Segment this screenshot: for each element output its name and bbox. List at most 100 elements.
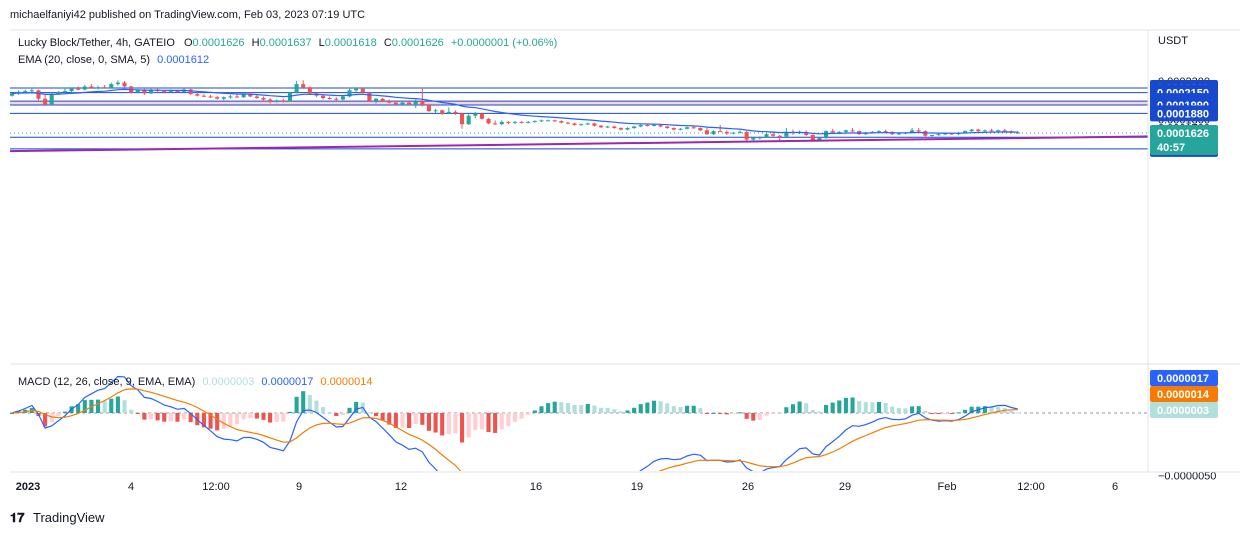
macd-histogram-bar <box>996 406 1001 413</box>
macd-histogram-bar <box>632 407 637 413</box>
candle <box>830 128 835 134</box>
candle <box>625 127 630 131</box>
macd-histogram-bar <box>287 411 293 413</box>
macd-histogram-bar <box>76 404 81 413</box>
macd-histogram-bar <box>552 401 557 413</box>
macd-histogram-bar <box>784 407 789 413</box>
candle <box>69 87 74 93</box>
macd-histogram-bar <box>453 413 458 434</box>
candle <box>552 119 557 122</box>
time-tick-label: 6 <box>1112 481 1118 493</box>
candle <box>526 121 531 124</box>
candle <box>354 87 359 92</box>
candle <box>446 107 451 115</box>
macd-histogram-bar <box>155 413 160 421</box>
macd-header: MACD (12, 26, close, 9, EMA, EMA) 0.0000… <box>18 376 372 388</box>
macd-histogram-bar <box>115 396 120 413</box>
macd-tick-label: −0.0000050 <box>1158 471 1216 483</box>
svg-text:0.0000014: 0.0000014 <box>1157 389 1210 401</box>
candle <box>380 98 385 102</box>
candle <box>360 88 365 94</box>
candle <box>731 131 736 135</box>
macd-histogram-bar <box>274 413 279 422</box>
macd-histogram-bar <box>314 400 319 413</box>
macd-histogram-bar <box>691 405 696 413</box>
macd-histogram-bar <box>334 413 339 417</box>
candle <box>440 109 445 115</box>
high-label: H <box>252 37 260 49</box>
candle <box>923 130 928 139</box>
supply-zone <box>10 101 1148 105</box>
candle <box>95 85 101 90</box>
macd-histogram-bar <box>618 411 623 413</box>
macd-histogram-bar <box>830 402 835 413</box>
macd-histogram-bar <box>162 413 167 422</box>
candle <box>413 99 418 109</box>
macd-histogram-bar <box>843 397 848 413</box>
low-value: 0.0001618 <box>325 37 377 49</box>
macd-histogram-bar <box>407 413 412 429</box>
time-tick-label: 4 <box>128 481 134 493</box>
macd-hist-value: 0.0000003 <box>202 376 254 388</box>
macd-histogram-bar <box>638 404 643 413</box>
time-tick-label: 12:00 <box>202 481 230 493</box>
macd-histogram-bar <box>201 413 206 428</box>
candle <box>407 100 412 105</box>
macd-histogram-bar <box>969 406 974 413</box>
macd-histogram-bar <box>665 403 670 413</box>
macd-histogram-bar <box>777 413 782 414</box>
macd-histogram-bar <box>572 404 577 413</box>
macd-histogram-bar <box>903 408 908 413</box>
candle <box>109 82 114 89</box>
macd-histogram-bar <box>261 413 266 420</box>
change-value: +0.0000001 (+0.06%) <box>451 37 557 49</box>
candle <box>62 88 67 94</box>
candle <box>321 94 326 100</box>
macd-histogram-bar <box>989 406 994 413</box>
macd-histogram-bar <box>486 413 491 433</box>
candle <box>519 121 524 124</box>
candle <box>764 133 769 139</box>
macd-histogram-bar <box>923 411 928 413</box>
current-price-value: 0.0001626 <box>1157 128 1209 140</box>
candle <box>294 81 299 94</box>
macd-line <box>11 375 1019 471</box>
macd-histogram-bar <box>896 408 901 413</box>
candle <box>420 88 425 107</box>
macd-histogram-bar <box>526 413 531 415</box>
time-tick-label: 26 <box>742 481 754 493</box>
macd-histogram-bar <box>592 405 597 413</box>
low-label: L <box>319 37 325 49</box>
macd-value-badge: 0.0000003 <box>1150 402 1218 418</box>
time-tick-label: 12 <box>395 481 407 493</box>
candle <box>367 91 372 102</box>
macd-histogram-bar <box>559 402 564 413</box>
time-tick-label: 19 <box>631 481 643 493</box>
bar-countdown: 40:57 <box>1157 142 1185 154</box>
macd-histogram-bar <box>493 413 498 433</box>
macd-histogram-bar <box>62 411 67 413</box>
candle <box>824 130 829 139</box>
candle <box>632 125 637 129</box>
macd-histogram-bar <box>910 406 915 413</box>
macd-value-badge: 0.0000017 <box>1150 370 1218 386</box>
candle <box>221 96 226 101</box>
macd-histogram-bar <box>460 413 465 443</box>
candle <box>479 112 484 120</box>
macd-histogram-bar <box>268 413 273 423</box>
candle <box>598 124 604 129</box>
macd-histogram-bar <box>625 410 630 413</box>
macd-histogram-bar <box>943 413 948 414</box>
candle <box>208 94 213 99</box>
candle <box>82 84 87 91</box>
macd-histogram-bar <box>810 409 815 413</box>
macd-histogram-bar <box>579 405 584 413</box>
candle <box>228 94 233 99</box>
macd-histogram-bar <box>43 413 48 427</box>
macd-histogram-bar <box>956 412 961 414</box>
candle <box>102 84 107 89</box>
candle <box>565 121 570 125</box>
svg-text:0.0000003: 0.0000003 <box>1157 405 1209 417</box>
candle <box>36 89 41 101</box>
